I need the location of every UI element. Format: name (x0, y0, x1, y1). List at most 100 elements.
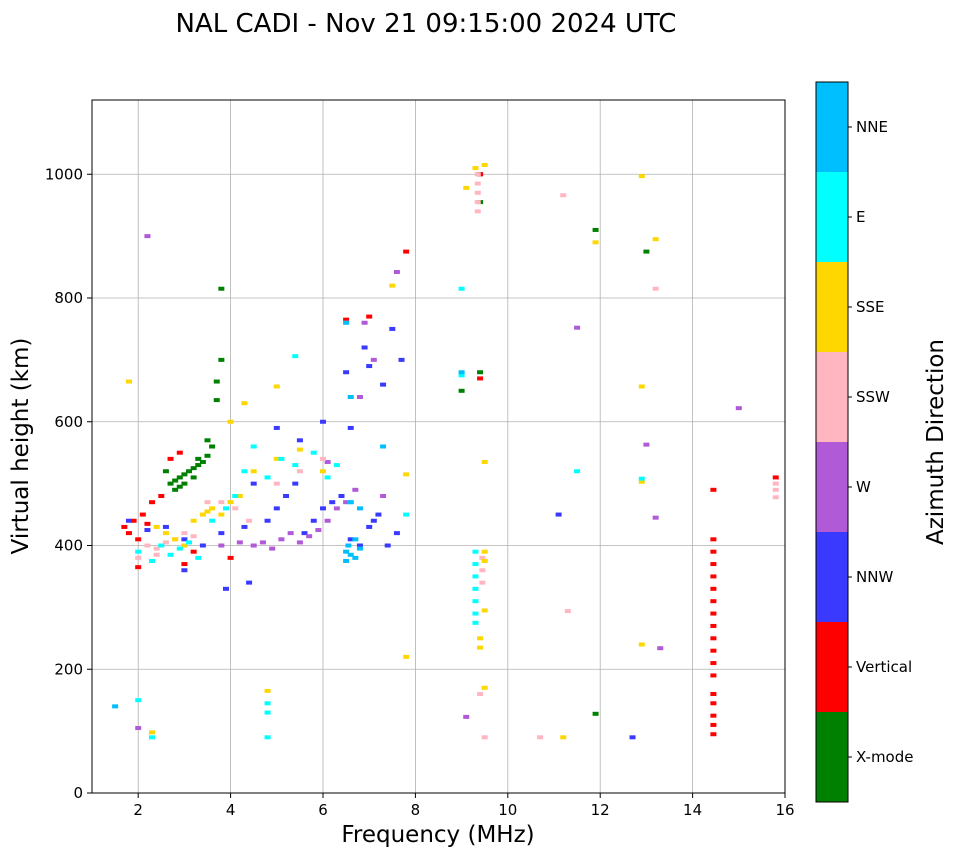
data-point-nne (352, 555, 359, 560)
data-point-e (135, 698, 142, 703)
data-point-e (209, 518, 216, 523)
data-point-e (292, 463, 299, 468)
data-point-sse (592, 240, 599, 245)
colorbar-label-w: W (856, 478, 871, 496)
data-point-e (472, 620, 479, 625)
data-point-ssw (560, 193, 567, 198)
data-point-sse (320, 469, 326, 474)
data-point-ssw (474, 172, 481, 177)
data-point-x-mode (190, 466, 197, 471)
data-points (112, 162, 779, 740)
colorbar-segment (816, 262, 848, 352)
data-point-w (574, 325, 581, 330)
x-axis-label: Frequency (MHz) (341, 822, 534, 848)
data-point-ssw (772, 495, 779, 500)
data-point-vertical (167, 456, 174, 461)
x-tick-label: 6 (318, 801, 328, 819)
data-point-vertical (710, 611, 717, 616)
data-point-e (264, 710, 271, 715)
data-point-sse (638, 384, 645, 389)
data-point-x-mode (204, 453, 211, 458)
data-point-vertical (403, 249, 410, 254)
data-point-nnw (555, 512, 562, 517)
data-point-ssw (162, 540, 169, 545)
colorbar-segment (816, 442, 848, 532)
x-tick-label: 2 (133, 801, 143, 819)
data-point-sse (125, 379, 132, 384)
data-point-vertical (366, 314, 373, 319)
colorbar-label-nnw: NNW (856, 568, 893, 586)
data-point-sse (481, 608, 488, 613)
colorbar-segment (816, 172, 848, 262)
data-point-vertical (477, 376, 484, 381)
data-point-e (472, 599, 479, 604)
data-point-nnw (375, 512, 382, 517)
data-point-nnw (366, 524, 373, 529)
data-point-nnw (338, 494, 345, 498)
data-point-sse (481, 549, 488, 554)
data-point-e (310, 450, 317, 455)
data-point-vertical (710, 732, 717, 737)
colorbar-segment (816, 712, 848, 802)
data-point-ssw (772, 481, 779, 486)
data-point-nnw (292, 481, 299, 486)
data-point-e (195, 555, 202, 560)
data-point-ssw (296, 469, 303, 474)
data-point-vertical (144, 521, 151, 526)
data-point-nne (112, 704, 119, 709)
data-point-vertical (135, 537, 142, 542)
data-point-w (324, 459, 331, 464)
data-point-nnw (347, 537, 354, 542)
data-point-nnw (393, 531, 400, 536)
data-point-sse (241, 401, 248, 406)
data-point-vertical (710, 661, 717, 666)
data-point-x-mode (162, 469, 169, 474)
data-point-e (241, 469, 248, 474)
data-point-ssw (153, 552, 160, 557)
data-point-sse (481, 685, 488, 690)
data-point-nnw (366, 364, 373, 369)
y-tick-label: 400 (54, 537, 83, 555)
data-point-e (333, 463, 340, 468)
data-point-nne (352, 537, 359, 542)
data-point-vertical (227, 555, 234, 560)
data-point-sse (472, 166, 479, 171)
data-point-vertical (181, 562, 188, 567)
data-point-nne (345, 543, 352, 548)
data-point-sse (403, 654, 410, 659)
y-tick-label: 200 (54, 660, 83, 678)
data-point-vertical (710, 623, 717, 628)
colorbar-label-x-mode: X-mode (856, 748, 913, 766)
data-point-w (306, 534, 313, 539)
data-point-ssw (474, 200, 481, 205)
data-point-vertical (158, 494, 165, 498)
data-point-e (574, 469, 581, 474)
data-point-e (458, 373, 465, 378)
colorbar-frame (815, 81, 849, 803)
colorbar-label: Azimuth Direction (923, 339, 949, 545)
data-point-vertical (710, 586, 717, 591)
data-point-vertical (710, 599, 717, 604)
data-point-sse (162, 531, 169, 536)
data-point-ssw (204, 500, 211, 505)
data-point-vertical (710, 701, 717, 706)
data-point-nnw (250, 481, 257, 486)
data-point-sse (638, 479, 645, 484)
data-point-e (149, 735, 156, 740)
data-point-e (176, 546, 183, 551)
data-point-e (472, 549, 479, 554)
data-point-e (472, 611, 479, 616)
data-point-e (232, 494, 239, 498)
data-point-x-mode (181, 481, 188, 486)
data-point-x-mode (218, 357, 225, 362)
data-point-vertical (710, 636, 717, 641)
data-point-e (264, 701, 271, 706)
data-point-w (236, 540, 243, 545)
data-point-nnw (389, 326, 396, 331)
data-point-e (250, 444, 257, 449)
data-point-ssw (772, 487, 779, 492)
data-point-e (186, 540, 193, 545)
colorbar-label-ssw: SSW (856, 388, 890, 406)
data-point-vertical (135, 565, 142, 570)
data-point-sse (403, 472, 410, 477)
